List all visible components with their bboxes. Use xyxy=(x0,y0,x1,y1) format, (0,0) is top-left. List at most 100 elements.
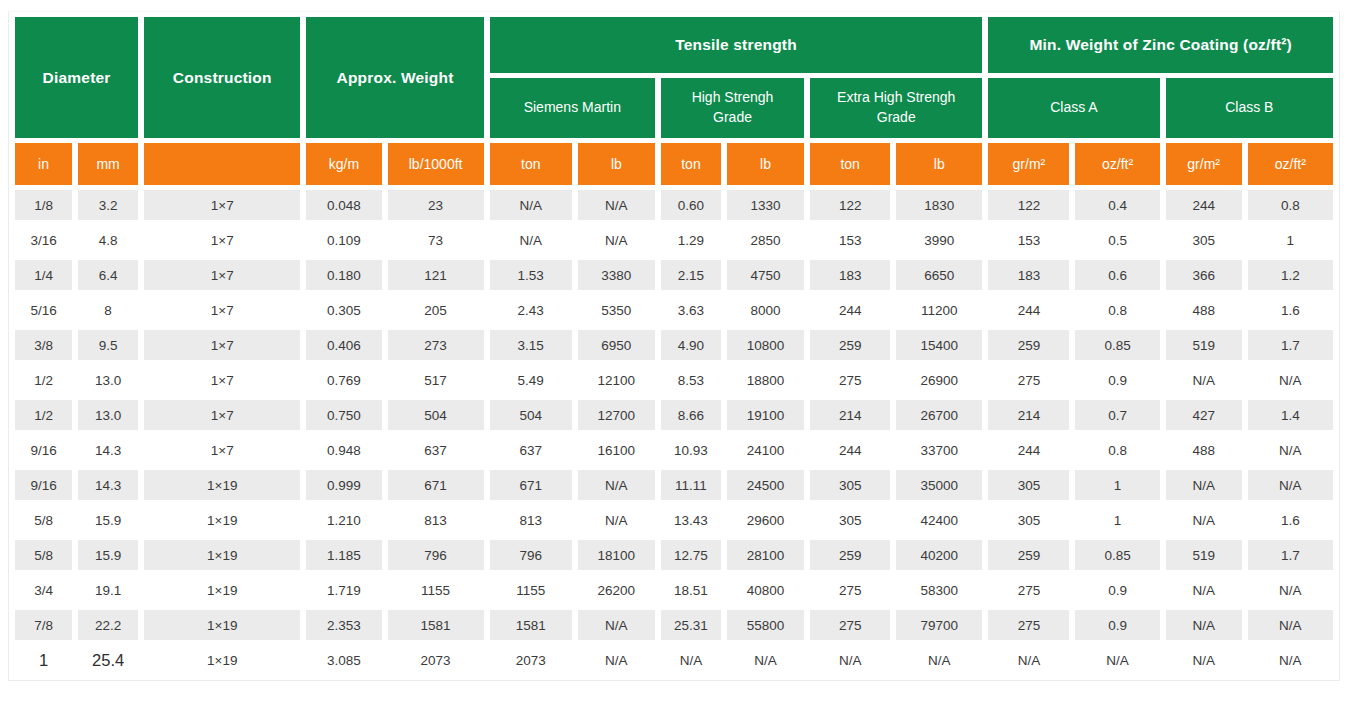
cell-high-grade-lb: 10800 xyxy=(727,330,804,360)
cell-siemens-lb: N/A xyxy=(578,610,655,640)
cell-class-b-gr-m2: N/A xyxy=(1166,575,1242,605)
cell-siemens-ton: 2.43 xyxy=(490,295,572,325)
cell-high-grade-ton: 10.93 xyxy=(661,435,721,465)
cell-high-grade-ton: 2.15 xyxy=(661,260,721,290)
unit-weight-lb-1000ft: lb/1000ft xyxy=(388,143,484,185)
cell-extra-high-lb: 79700 xyxy=(896,610,982,640)
cell-class-a-oz-ft2: 0.9 xyxy=(1075,365,1159,395)
table-row: 9/1614.31×190.999671671N/A11.11245003053… xyxy=(15,470,1333,500)
cell-diameter-mm: 25.4 xyxy=(78,645,138,675)
cell-diameter-mm: 3.2 xyxy=(78,190,138,220)
table-row: 5/815.91×191.210813813N/A13.432960030542… xyxy=(15,505,1333,535)
cell-siemens-lb: 5350 xyxy=(578,295,655,325)
cell-extra-high-lb: 58300 xyxy=(896,575,982,605)
table-row: 5/815.91×191.1857967961810012.7528100259… xyxy=(15,540,1333,570)
table-row: 1/83.21×70.04823N/AN/A0.6013301221830122… xyxy=(15,190,1333,220)
cell-weight-lb-1000ft: 73 xyxy=(388,225,484,255)
cell-weight-lb-1000ft: 121 xyxy=(388,260,484,290)
wire-rope-spec-table: Diameter Construction Approx. Weight Ten… xyxy=(9,12,1339,680)
subheader-extra-high-strength-grade: Extra High Strengh Grade xyxy=(810,78,982,138)
table-row: 7/822.21×192.35315811581N/A25.3155800275… xyxy=(15,610,1333,640)
cell-construction: 1×7 xyxy=(144,435,300,465)
unit-diameter-in: in xyxy=(15,143,72,185)
cell-weight-kg-m: 0.750 xyxy=(306,400,381,430)
table-row: 125.41×193.08520732073N/AN/AN/AN/AN/AN/A… xyxy=(15,645,1333,675)
cell-weight-lb-1000ft: 1581 xyxy=(388,610,484,640)
cell-high-grade-lb: 24100 xyxy=(727,435,804,465)
cell-extra-high-lb: 15400 xyxy=(896,330,982,360)
cell-construction: 1×7 xyxy=(144,295,300,325)
cell-class-a-oz-ft2: 0.4 xyxy=(1075,190,1159,220)
cell-class-a-oz-ft2: N/A xyxy=(1075,645,1159,675)
cell-weight-lb-1000ft: 2073 xyxy=(388,645,484,675)
cell-siemens-lb: 26200 xyxy=(578,575,655,605)
table-row: 1/213.01×70.7695175.49121008.53188002752… xyxy=(15,365,1333,395)
cell-class-a-gr-m2: 122 xyxy=(988,190,1069,220)
cell-class-b-gr-m2: 519 xyxy=(1166,330,1242,360)
cell-weight-kg-m: 0.769 xyxy=(306,365,381,395)
cell-diameter-in: 9/16 xyxy=(15,470,72,500)
cell-diameter-mm: 14.3 xyxy=(78,435,138,465)
unit-construction xyxy=(144,143,300,185)
cell-weight-lb-1000ft: 23 xyxy=(388,190,484,220)
cell-extra-high-lb: 35000 xyxy=(896,470,982,500)
cell-diameter-mm: 6.4 xyxy=(78,260,138,290)
cell-extra-high-lb: 11200 xyxy=(896,295,982,325)
unit-high-grade-ton: ton xyxy=(661,143,721,185)
cell-high-grade-lb: 1330 xyxy=(727,190,804,220)
cell-siemens-lb: 18100 xyxy=(578,540,655,570)
cell-high-grade-lb: 28100 xyxy=(727,540,804,570)
unit-extra-high-ton: ton xyxy=(810,143,890,185)
cell-class-b-oz-ft2: 1.6 xyxy=(1248,295,1333,325)
cell-construction: 1×7 xyxy=(144,225,300,255)
cell-extra-high-ton: 305 xyxy=(810,505,890,535)
unit-diameter-mm: mm xyxy=(78,143,138,185)
cell-weight-lb-1000ft: 273 xyxy=(388,330,484,360)
cell-weight-lb-1000ft: 517 xyxy=(388,365,484,395)
cell-high-grade-ton: 4.90 xyxy=(661,330,721,360)
cell-siemens-ton: 813 xyxy=(490,505,572,535)
unit-class-a-gr-m2: gr/m² xyxy=(988,143,1069,185)
cell-weight-kg-m: 0.948 xyxy=(306,435,381,465)
cell-class-b-oz-ft2: 1.2 xyxy=(1248,260,1333,290)
table-row: 5/1681×70.3052052.4353503.63800024411200… xyxy=(15,295,1333,325)
cell-class-a-gr-m2: 244 xyxy=(988,295,1069,325)
cell-siemens-lb: N/A xyxy=(578,225,655,255)
cell-weight-lb-1000ft: 504 xyxy=(388,400,484,430)
cell-extra-high-lb: 26700 xyxy=(896,400,982,430)
cell-high-grade-ton: 13.43 xyxy=(661,505,721,535)
cell-siemens-ton: 1581 xyxy=(490,610,572,640)
cell-high-grade-ton: 12.75 xyxy=(661,540,721,570)
cell-high-grade-lb: 8000 xyxy=(727,295,804,325)
cell-class-b-oz-ft2: N/A xyxy=(1248,610,1333,640)
cell-class-b-gr-m2: 488 xyxy=(1166,435,1242,465)
cell-class-a-gr-m2: 259 xyxy=(988,330,1069,360)
cell-class-b-gr-m2: 519 xyxy=(1166,540,1242,570)
cell-siemens-lb: 12100 xyxy=(578,365,655,395)
cell-high-grade-lb: 24500 xyxy=(727,470,804,500)
table-row: 3/164.81×70.10973N/AN/A1.292850153399015… xyxy=(15,225,1333,255)
cell-siemens-lb: N/A xyxy=(578,505,655,535)
header-tensile-strength: Tensile strength xyxy=(490,17,983,73)
cell-high-grade-ton: 0.60 xyxy=(661,190,721,220)
cell-class-a-gr-m2: 259 xyxy=(988,540,1069,570)
cell-weight-lb-1000ft: 205 xyxy=(388,295,484,325)
cell-diameter-in: 3/4 xyxy=(15,575,72,605)
header-diameter: Diameter xyxy=(15,17,138,138)
cell-diameter-in: 3/8 xyxy=(15,330,72,360)
cell-diameter-in: 5/16 xyxy=(15,295,72,325)
cell-class-a-gr-m2: 244 xyxy=(988,435,1069,465)
cell-extra-high-ton: 122 xyxy=(810,190,890,220)
cell-construction: 1×19 xyxy=(144,540,300,570)
cell-high-grade-ton: 18.51 xyxy=(661,575,721,605)
cell-diameter-mm: 13.0 xyxy=(78,365,138,395)
cell-extra-high-ton: 305 xyxy=(810,470,890,500)
cell-siemens-lb: 6950 xyxy=(578,330,655,360)
cell-weight-kg-m: 0.180 xyxy=(306,260,381,290)
cell-diameter-mm: 4.8 xyxy=(78,225,138,255)
cell-extra-high-lb: 33700 xyxy=(896,435,982,465)
cell-extra-high-lb: 26900 xyxy=(896,365,982,395)
page: Diameter Construction Approx. Weight Ten… xyxy=(0,0,1347,704)
cell-diameter-mm: 8 xyxy=(78,295,138,325)
cell-construction: 1×19 xyxy=(144,575,300,605)
